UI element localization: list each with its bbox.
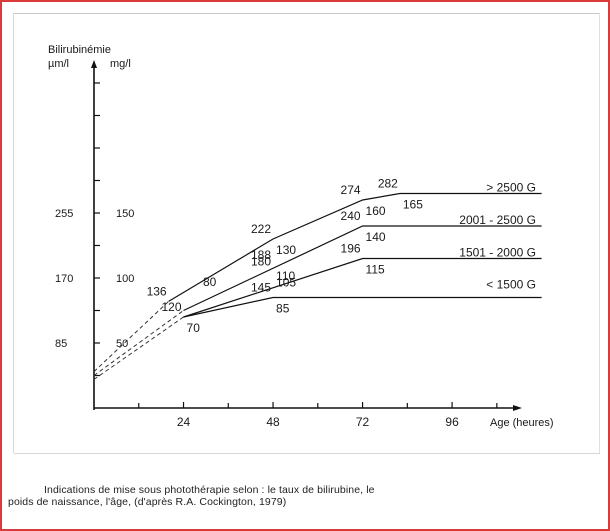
data-label-umol-2-0: 180	[251, 255, 271, 269]
extrapolation-dash-2	[93, 310, 184, 376]
series-line-1	[183, 225, 542, 312]
data-label-mg-0-2: 160	[366, 204, 386, 218]
top-rule	[14, 13, 600, 14]
series-layer	[93, 192, 542, 380]
x-tick-label-72: 72	[356, 415, 370, 429]
data-label-mg-3-0: 70	[187, 321, 201, 335]
data-label-umol-3-1: 145	[251, 281, 271, 295]
data-label-umol-0-1: 222	[251, 222, 271, 236]
x-tick-label-48: 48	[266, 415, 280, 429]
data-label-umol-2-1: 196	[341, 242, 361, 256]
series-line-2	[183, 257, 542, 318]
figure-caption: Indications de mise sous photothérapie s…	[8, 484, 602, 508]
caption-line-1: Indications de mise sous photothérapie s…	[44, 484, 375, 496]
data-label-mg-2-0: 105	[276, 276, 296, 290]
data-label-umol-0-0: 136	[147, 284, 167, 298]
y-axis-unit-umol: µm/l	[48, 58, 69, 70]
x-tick-label-96: 96	[445, 415, 459, 429]
x-axis-title: Age (heures)	[490, 417, 554, 429]
data-label-mg-3-1: 85	[276, 302, 290, 316]
y-tick-label-mg-100: 100	[116, 273, 134, 285]
y-tick-label-mg-150: 150	[116, 208, 134, 220]
y-tick-label-mg-50: 50	[116, 338, 128, 350]
tick-layer: 24 48 72 96 85 50 170 100 255 150	[55, 82, 498, 429]
data-label-mg-1-1: 140	[366, 230, 386, 244]
data-label-umol-0-3: 282	[378, 177, 398, 191]
data-label-mg-2-1: 115	[366, 263, 385, 277]
series-name-3: < 1500 G	[486, 278, 536, 292]
extrapolation-dash-1	[93, 301, 169, 372]
data-label-umol-3-0: 120	[161, 300, 181, 314]
data-label-umol-1-0: 188	[251, 248, 271, 262]
data-label-80: 80	[203, 275, 217, 289]
extrapolation-dash-3	[93, 316, 184, 380]
data-label-umol-0-2: 274	[341, 183, 361, 197]
bottom-rule	[14, 453, 600, 454]
series-name-1: 2001 - 2500 G	[459, 213, 536, 227]
series-line-0	[168, 192, 542, 302]
left-rule	[13, 13, 14, 453]
series-name-2: 1501 - 2000 G	[459, 246, 536, 260]
x-axis-arrow	[513, 405, 522, 411]
series-name-0: > 2500 G	[486, 181, 536, 195]
data-label-umol-1-1: 240	[341, 209, 361, 223]
y-tick-label-umol-170: 170	[55, 273, 73, 285]
x-tick-label-24: 24	[177, 415, 191, 429]
y-axis-title: Bilirubinémie	[48, 44, 111, 56]
y-tick-label-umol-255: 255	[55, 208, 73, 220]
data-label-layer: > 2500 G 136 222 130 274 160 282 165 2001 - 2500…	[147, 177, 536, 336]
data-label-mg-1-0: 110	[276, 269, 295, 283]
caption-line-2: poids de naissance, l'âge, (d'après R.A.…	[8, 496, 287, 508]
series-line-3	[183, 296, 542, 318]
y-axis-unit-mg: mg/l	[110, 58, 131, 70]
data-label-mg-0-3: 165	[403, 198, 423, 212]
right-rule	[599, 13, 600, 453]
y-tick-label-umol-85: 85	[55, 338, 67, 350]
y-axis-arrow	[91, 60, 97, 68]
data-label-mg-0-1: 130	[276, 243, 296, 257]
